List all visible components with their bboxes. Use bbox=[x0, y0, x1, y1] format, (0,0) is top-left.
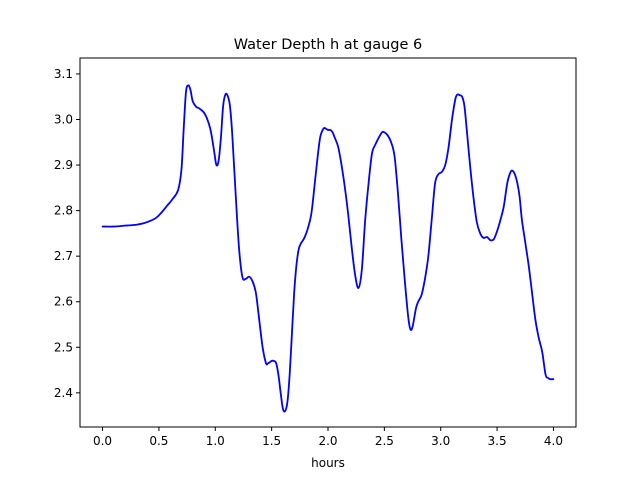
x-axis-label: hours bbox=[311, 456, 345, 470]
y-tick-label: 2.5 bbox=[54, 340, 73, 354]
x-tick-label: 1.0 bbox=[206, 434, 225, 448]
x-tick-label: 1.5 bbox=[262, 434, 281, 448]
y-tick-label: 2.4 bbox=[54, 386, 73, 400]
chart-title: Water Depth h at gauge 6 bbox=[234, 37, 422, 53]
x-tick-label: 0.5 bbox=[149, 434, 168, 448]
y-tick-label: 2.9 bbox=[54, 158, 73, 172]
x-tick-label: 2.0 bbox=[318, 434, 337, 448]
x-axis-ticks: 0.0 0.5 1.0 1.5 2.0 2.5 3.0 3.5 4.0 bbox=[93, 427, 563, 448]
plot-frame bbox=[79, 57, 577, 428]
series-line bbox=[101, 84, 555, 413]
y-tick-label: 3.0 bbox=[54, 113, 73, 127]
y-axis-ticks: 2.4 2.5 2.6 2.7 2.8 2.9 3.0 3.1 bbox=[54, 67, 80, 400]
y-tick-label: 2.8 bbox=[54, 204, 73, 218]
x-tick-label: 4.0 bbox=[544, 434, 563, 448]
y-tick-label: 3.1 bbox=[54, 67, 73, 81]
x-tick-label: 3.0 bbox=[431, 434, 450, 448]
y-tick-label: 2.7 bbox=[54, 249, 73, 263]
x-tick-label: 2.5 bbox=[375, 434, 394, 448]
x-tick-label: 0.0 bbox=[93, 434, 112, 448]
x-tick-label: 3.5 bbox=[488, 434, 507, 448]
y-tick-label: 2.6 bbox=[54, 295, 73, 309]
